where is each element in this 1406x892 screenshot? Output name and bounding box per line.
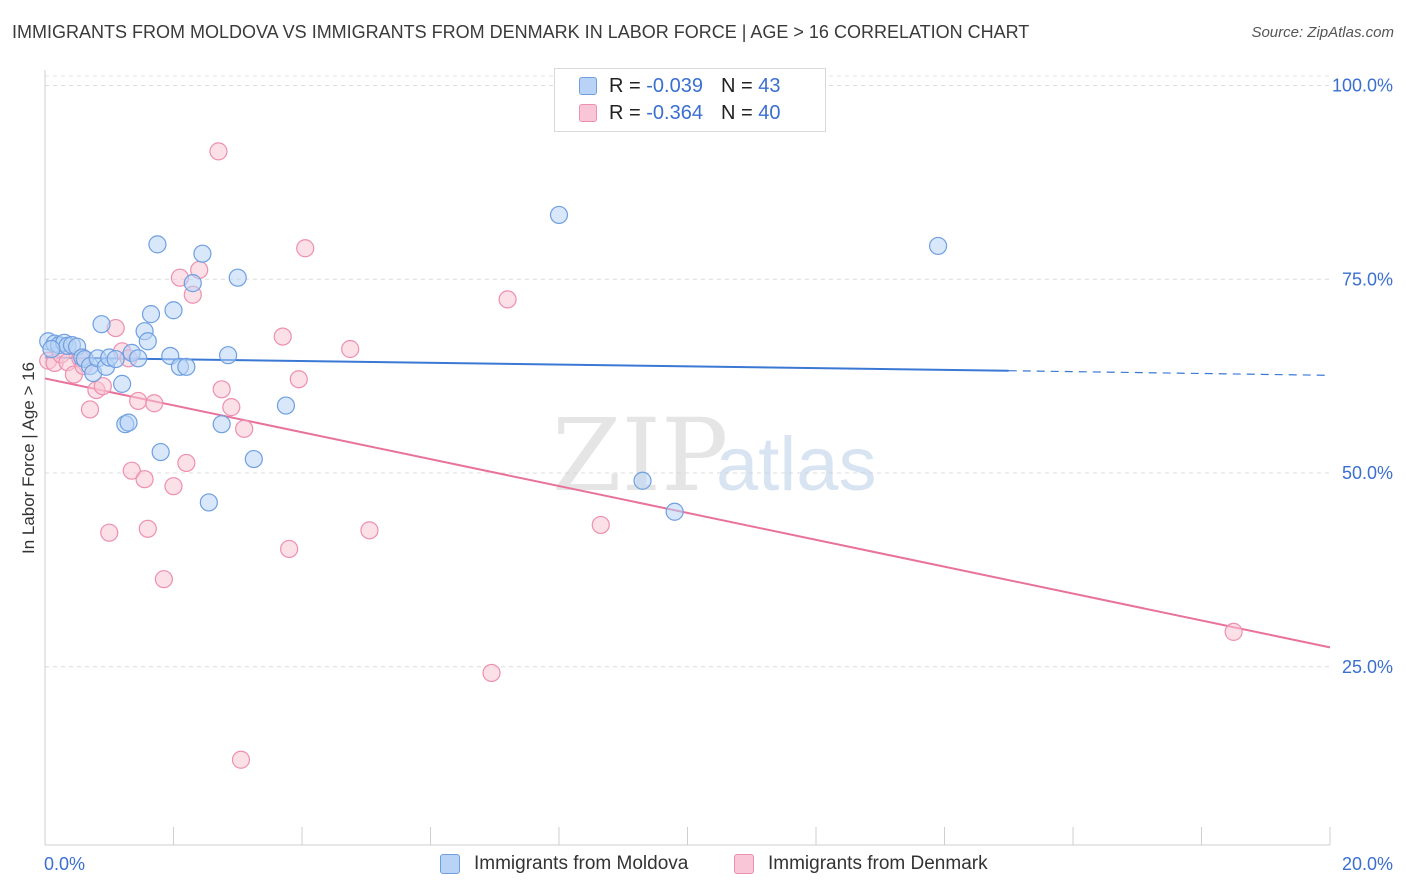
moldova-point: [119, 413, 138, 432]
n-label: N =: [720, 101, 753, 124]
moldova-point: [212, 415, 231, 434]
denmark-point: [591, 515, 610, 535]
denmark-point: [222, 398, 241, 417]
denmark-r-value: -0.364: [646, 101, 703, 124]
r-label: R =: [609, 74, 641, 97]
denmark-point: [289, 370, 308, 389]
legend-item-denmark: Immigrants from Denmark: [734, 852, 988, 876]
moldova-point: [228, 268, 247, 287]
watermark: ZIP atlas: [552, 397, 877, 514]
denmark-legend-label: Immigrants from Denmark: [768, 853, 988, 874]
moldova-point: [112, 374, 132, 393]
denmark-point: [296, 239, 315, 258]
denmark-legend-swatch: [734, 854, 754, 874]
moldova-n-value: 43: [758, 74, 781, 97]
x-tick-label: 0.0%: [44, 854, 85, 874]
denmark-point: [498, 290, 517, 309]
denmark-point: [280, 539, 299, 559]
data-points: [39, 142, 1243, 769]
trend-lines: [44, 356, 1331, 649]
denmark-point: [235, 419, 254, 438]
moldova-point: [665, 502, 684, 521]
denmark-n-value: 40: [758, 101, 781, 124]
moldova-point: [151, 442, 170, 462]
denmark-point: [231, 750, 251, 769]
denmark-point: [212, 380, 231, 399]
moldova-point: [129, 349, 148, 368]
denmark-point: [164, 477, 183, 496]
denmark-point: [93, 377, 112, 396]
moldova-swatch: [579, 77, 597, 95]
denmark-point: [177, 453, 196, 473]
moldova-point: [244, 449, 263, 469]
y-tick-label: 100.0%: [1332, 76, 1393, 96]
denmark-point: [129, 391, 148, 411]
moldova-point: [219, 346, 238, 365]
moldova-r-value: -0.039: [646, 74, 703, 97]
moldova-legend-label: Immigrants from Moldova: [474, 853, 689, 874]
axis-labels: 25.0% 50.0% 75.0% 100.0% 0.0% 20.0% In Labor F…: [19, 76, 1393, 875]
moldova-point: [138, 332, 157, 351]
moldova-point: [549, 205, 569, 225]
moldova-point: [199, 493, 218, 512]
y-tick-label: 50.0%: [1342, 463, 1393, 483]
stats-legend: R = -0.039 N = 43 R = -0.364 N = 40: [554, 68, 826, 132]
denmark-point: [145, 394, 164, 413]
denmark-point: [100, 523, 119, 542]
moldova-trend-extension: [1008, 370, 1331, 376]
moldova-point: [633, 471, 652, 490]
denmark-point: [138, 519, 157, 538]
moldova-point: [164, 301, 183, 320]
denmark-point: [360, 521, 379, 540]
moldova-point: [106, 349, 125, 369]
moldova-point: [177, 357, 196, 376]
moldova-point: [141, 305, 161, 324]
denmark-point: [122, 461, 141, 480]
legend-row-denmark: R = -0.364 N = 40: [579, 101, 780, 125]
moldova-legend-swatch: [440, 854, 460, 874]
moldova-point: [193, 244, 212, 263]
legend-item-moldova: Immigrants from Moldova: [440, 852, 688, 876]
denmark-point: [135, 470, 154, 489]
denmark-point: [209, 142, 228, 161]
gridlines: [45, 75, 1330, 668]
moldova-point: [928, 236, 948, 256]
denmark-point: [80, 400, 100, 419]
r-label: R =: [609, 101, 641, 124]
moldova-trend-line: [44, 356, 1009, 372]
denmark-point: [1224, 622, 1243, 641]
source-credit: Source: ZipAtlas.com: [1251, 24, 1394, 41]
chart-title: IMMIGRANTS FROM MOLDOVA VS IMMIGRANTS FR…: [12, 22, 1030, 42]
y-tick-label: 75.0%: [1342, 269, 1393, 289]
denmark-trend-line: [44, 377, 1331, 649]
denmark-point: [341, 339, 360, 359]
denmark-point: [154, 570, 173, 589]
x-tick-label: 20.0%: [1342, 854, 1393, 874]
axes: [44, 70, 1331, 846]
moldova-point: [92, 315, 111, 334]
moldova-point: [148, 235, 167, 254]
legend-row-moldova: R = -0.039 N = 43: [579, 74, 780, 98]
denmark-swatch: [579, 104, 597, 122]
moldova-point: [276, 396, 296, 415]
moldova-point: [42, 339, 61, 359]
y-tick-label: 25.0%: [1342, 657, 1393, 677]
watermark-atlas: atlas: [716, 422, 877, 507]
moldova-point: [183, 274, 202, 293]
denmark-point: [482, 663, 501, 683]
y-axis-label: In Labor Force | Age > 16: [19, 362, 38, 554]
denmark-point: [273, 327, 292, 346]
watermark-zip: ZIP: [552, 397, 728, 514]
n-label: N =: [720, 74, 753, 97]
